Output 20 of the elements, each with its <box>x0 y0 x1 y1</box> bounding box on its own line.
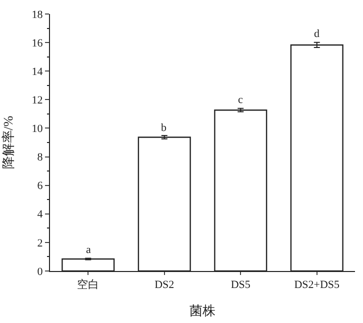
annotation: b <box>161 122 167 134</box>
x-tick-label: 空白 <box>77 278 100 292</box>
x-tick-label: DS5 <box>230 279 251 292</box>
y-axis-title: 降解率/% <box>0 116 16 170</box>
y-tick-label: 18 <box>32 8 44 21</box>
y-tick-label: 14 <box>32 66 44 78</box>
y-tick-label: 12 <box>32 94 43 107</box>
y-tick-label: 10 <box>32 123 44 136</box>
y-tick-label: 6 <box>37 180 44 192</box>
y-tick-label: 16 <box>32 37 44 50</box>
y-tick-label: 8 <box>37 152 44 164</box>
x-tick-label: DS2 <box>154 279 174 292</box>
annotation: c <box>238 94 243 106</box>
annotation: d <box>314 28 320 40</box>
x-tick-label: DS2+DS5 <box>294 279 340 292</box>
y-tick-label: 4 <box>37 208 44 221</box>
y-tick-label: 0 <box>37 266 44 278</box>
x-axis-title: 菌株 <box>190 302 216 318</box>
annotation: a <box>86 244 91 256</box>
y-tick-label: 2 <box>37 237 43 250</box>
